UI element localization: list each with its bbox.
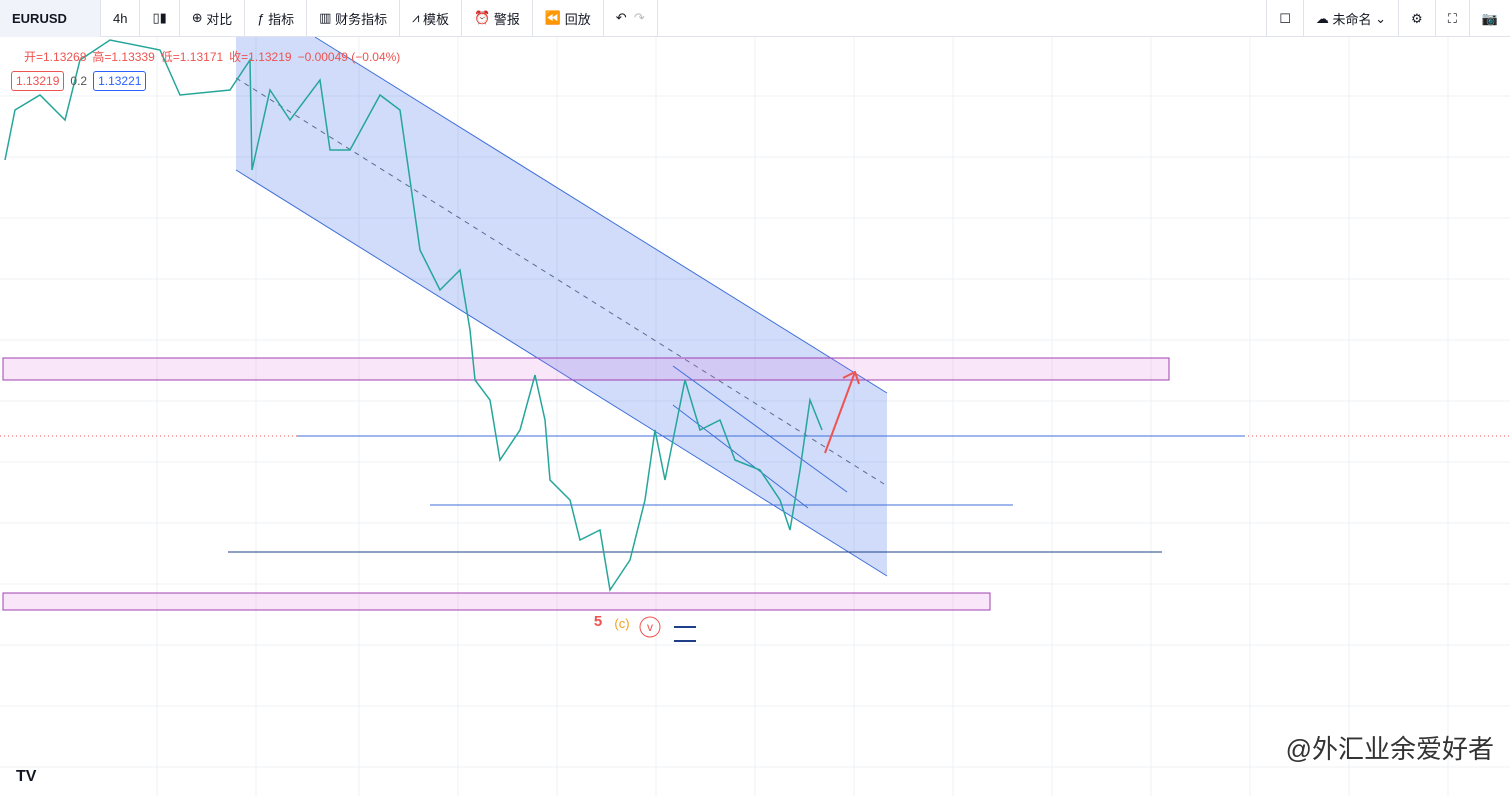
- toolbar-right: ☐ ☁ 未命名 ⌄ ⚙ ⛶ 📷: [1266, 0, 1510, 37]
- layout-label: 未命名: [1332, 12, 1372, 27]
- snapshot[interactable]: 📷: [1468, 0, 1510, 37]
- wave-label: 5: [594, 613, 602, 630]
- spread: 0.2: [70, 74, 88, 88]
- symbol[interactable]: EURUSD: [0, 0, 101, 37]
- price-boxes: 1.13219 0.2 1.13221: [11, 71, 147, 91]
- logo: TV: [16, 768, 37, 785]
- button[interactable]: ƒ 指标: [245, 0, 308, 37]
- ohlc: 开=1.13268: [24, 50, 87, 64]
- legend: 开=1.13268 高=1.13339 低=1.13171 收=1.13219 −0.0…: [24, 48, 406, 65]
- arrow: [824, 370, 860, 454]
- change: −0.00049 (−0.04%): [297, 50, 401, 64]
- button-label: 警报: [493, 11, 520, 27]
- button[interactable]: ⏪ 回放: [533, 0, 604, 37]
- ohlc: 收=1.13219: [229, 50, 292, 64]
- fullscreen[interactable]: ⛶: [1434, 0, 1469, 37]
- wave-label: v: [647, 620, 653, 634]
- button-label: 指标: [268, 11, 295, 27]
- button-label: 财务指标: [335, 11, 388, 27]
- small-channel: [672, 365, 848, 493]
- channel-lower: [235, 169, 888, 577]
- sell-price[interactable]: 1.13219: [11, 71, 65, 91]
- small-channel: [672, 404, 809, 509]
- wave-label: (c): [614, 616, 629, 631]
- channel: [236, 37, 887, 576]
- price-path: [4, 39, 823, 592]
- zone: [2, 357, 1170, 381]
- interval[interactable]: 4h: [101, 0, 141, 37]
- layout-name[interactable]: ☁ 未命名 ⌄: [1302, 0, 1398, 37]
- channel-upper: [314, 36, 888, 394]
- channel-mid: [235, 77, 885, 485]
- undo-redo[interactable]: ↶ ↷: [604, 0, 658, 37]
- button[interactable]: ⏰ 警报: [462, 0, 533, 37]
- button[interactable]: ⩘ 模板: [400, 0, 463, 37]
- zone: [2, 592, 991, 611]
- ohlc: 低=1.13171: [160, 50, 224, 64]
- chart-type[interactable]: ▯▮: [140, 0, 180, 37]
- watermark: @外汇业余爱好者: [1285, 734, 1494, 764]
- ohlc: 高=1.13339: [92, 50, 155, 64]
- button-label: 对比: [206, 11, 233, 27]
- wave-circle: [639, 616, 661, 638]
- grid: [0, 37, 1510, 796]
- buy-price[interactable]: 1.13221: [93, 71, 147, 91]
- button[interactable]: ▥ 财务指标: [307, 0, 401, 37]
- button-label: 模板: [423, 11, 450, 27]
- layout-toggle[interactable]: ☐: [1266, 0, 1303, 37]
- button-label: 回放: [564, 11, 591, 27]
- toolbar: EURUSD 4h ▯▮ ⊕ 对比 ƒ 指标 ▥ 财务指标 ⩘ 模板 ⏰ 警报 …: [0, 0, 1510, 37]
- settings[interactable]: ⚙: [1398, 0, 1435, 37]
- button[interactable]: ⊕ 对比: [180, 0, 246, 37]
